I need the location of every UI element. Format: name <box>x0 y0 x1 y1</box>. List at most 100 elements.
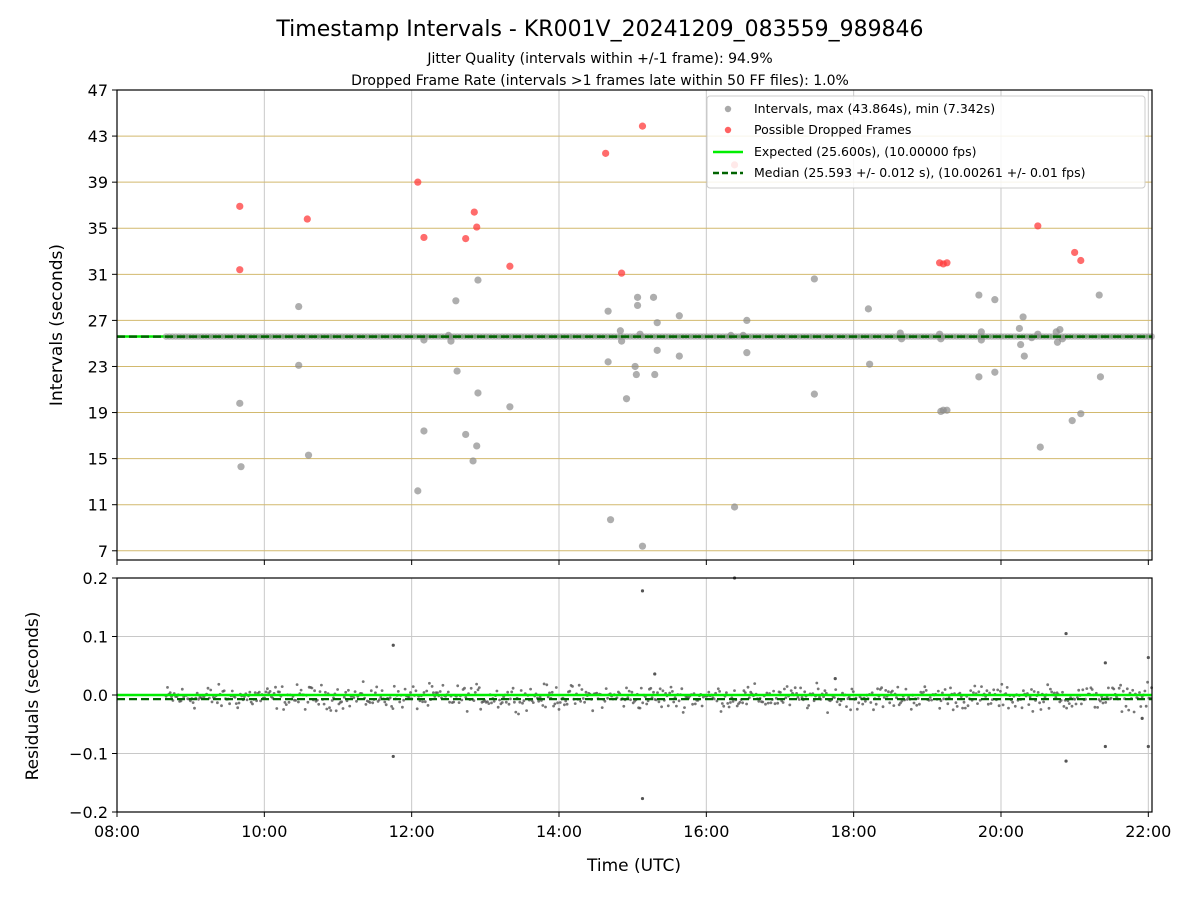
residual-point <box>355 699 358 703</box>
residual-point <box>398 700 402 704</box>
residual-point <box>500 701 504 704</box>
residual-point <box>765 691 769 695</box>
residual-point <box>348 704 352 708</box>
residual-point <box>563 703 566 707</box>
residual-point <box>1022 689 1025 693</box>
residual-point <box>180 687 184 691</box>
intervals-ytick-label-8: 39 <box>88 173 108 192</box>
residual-point <box>666 704 670 708</box>
residual-point <box>661 689 665 693</box>
interval-point-55 <box>977 336 985 344</box>
residual-point <box>1132 710 1136 714</box>
residual-point <box>514 710 518 714</box>
residual-point <box>320 683 323 687</box>
residual-point <box>584 690 588 694</box>
residual-point <box>980 685 983 688</box>
residual-point <box>465 710 469 713</box>
residual-point <box>997 704 1001 708</box>
residual-point <box>1125 687 1129 691</box>
residual-outlier-0 <box>391 643 395 647</box>
interval-point-1 <box>237 463 245 471</box>
residual-point <box>486 700 489 703</box>
residual-point <box>954 701 958 705</box>
interval-point-51 <box>943 406 951 414</box>
residual-outlier-7 <box>1064 631 1068 636</box>
residual-point <box>741 701 744 705</box>
residual-point <box>284 703 288 706</box>
residual-outlier-13 <box>1140 716 1144 721</box>
interval-point-60 <box>1019 313 1027 321</box>
legend-label-intervals: Intervals, max (43.864s), min (7.342s) <box>754 101 995 116</box>
residual-point <box>415 707 419 711</box>
dropped-frame-point-15 <box>943 259 951 267</box>
residual-point <box>896 685 900 689</box>
residual-point <box>191 701 195 704</box>
residual-point <box>278 690 281 694</box>
residual-point <box>818 695 821 699</box>
residual-point <box>905 698 909 701</box>
residual-point <box>972 691 975 694</box>
residual-point <box>924 689 928 692</box>
residual-point <box>374 691 377 695</box>
interval-point-17 <box>506 403 514 411</box>
residual-point <box>1127 708 1131 712</box>
residual-point <box>353 690 357 693</box>
residual-point <box>815 681 819 685</box>
residual-point <box>352 696 356 700</box>
residual-point <box>396 690 400 693</box>
residual-point <box>963 706 967 710</box>
interval-point-58 <box>1015 324 1024 333</box>
residual-point <box>936 689 940 693</box>
residual-point <box>1146 680 1149 684</box>
residual-outlier-4 <box>653 672 657 676</box>
residual-point <box>230 689 234 693</box>
residual-point <box>375 685 379 689</box>
residual-point <box>340 700 343 704</box>
interval-point-54 <box>977 328 985 336</box>
residual-point <box>193 706 196 710</box>
residual-point <box>735 704 739 708</box>
dropped-frame-point-1 <box>236 266 244 274</box>
residual-point <box>456 684 460 688</box>
residual-point <box>1027 703 1031 706</box>
residual-point <box>1109 696 1113 700</box>
residual-point <box>876 687 879 691</box>
residuals-points <box>164 576 1153 801</box>
residual-point <box>1077 688 1081 692</box>
interval-point-7 <box>420 427 428 435</box>
residual-point <box>303 708 307 711</box>
residual-point <box>498 698 501 702</box>
residual-point <box>591 709 595 713</box>
residual-point <box>310 686 314 690</box>
residual-point <box>334 709 338 713</box>
residual-point <box>887 690 890 694</box>
interval-point-41 <box>810 275 818 283</box>
legend-label-expected: Expected (25.600s), (10.00000 fps) <box>754 144 976 159</box>
residual-point <box>228 702 232 706</box>
residual-point <box>880 686 883 690</box>
residual-point <box>874 702 878 706</box>
residual-point <box>996 688 1000 692</box>
residual-point <box>506 690 510 694</box>
residual-point <box>295 683 299 686</box>
residual-point <box>257 690 261 694</box>
residual-point <box>552 704 555 708</box>
residual-point <box>1124 704 1128 708</box>
residual-point <box>1120 710 1124 713</box>
residual-point <box>544 705 547 709</box>
interval-point-12 <box>462 430 470 439</box>
residual-point <box>1038 701 1041 705</box>
dropped-frame-point-3 <box>414 178 422 186</box>
residual-point <box>383 700 387 704</box>
residual-point <box>507 702 511 706</box>
residual-point <box>657 700 661 704</box>
residual-point <box>992 688 996 692</box>
residual-point <box>546 695 550 699</box>
interval-point-31 <box>651 370 659 379</box>
residual-point <box>803 690 807 694</box>
residual-point <box>1065 706 1068 710</box>
residual-point <box>922 690 925 694</box>
interval-point-6 <box>420 336 428 344</box>
residual-point <box>1112 687 1116 691</box>
residual-point <box>638 706 642 710</box>
